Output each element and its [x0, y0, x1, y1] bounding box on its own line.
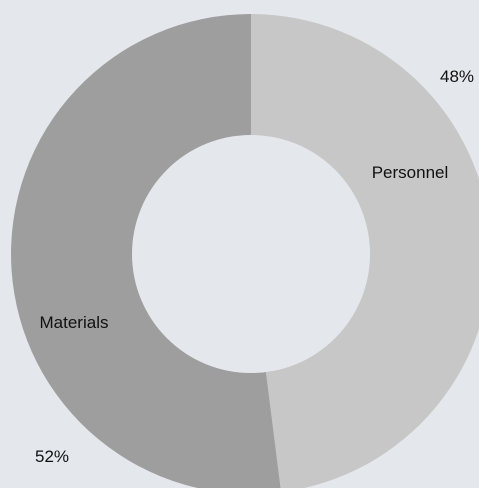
donut-hole: [132, 135, 370, 373]
slice-value-materials: 52%: [35, 447, 69, 466]
slice-label-materials: Materials: [40, 313, 109, 332]
slice-value-personnel: 48%: [440, 67, 474, 86]
slice-label-personnel: Personnel: [372, 163, 449, 182]
